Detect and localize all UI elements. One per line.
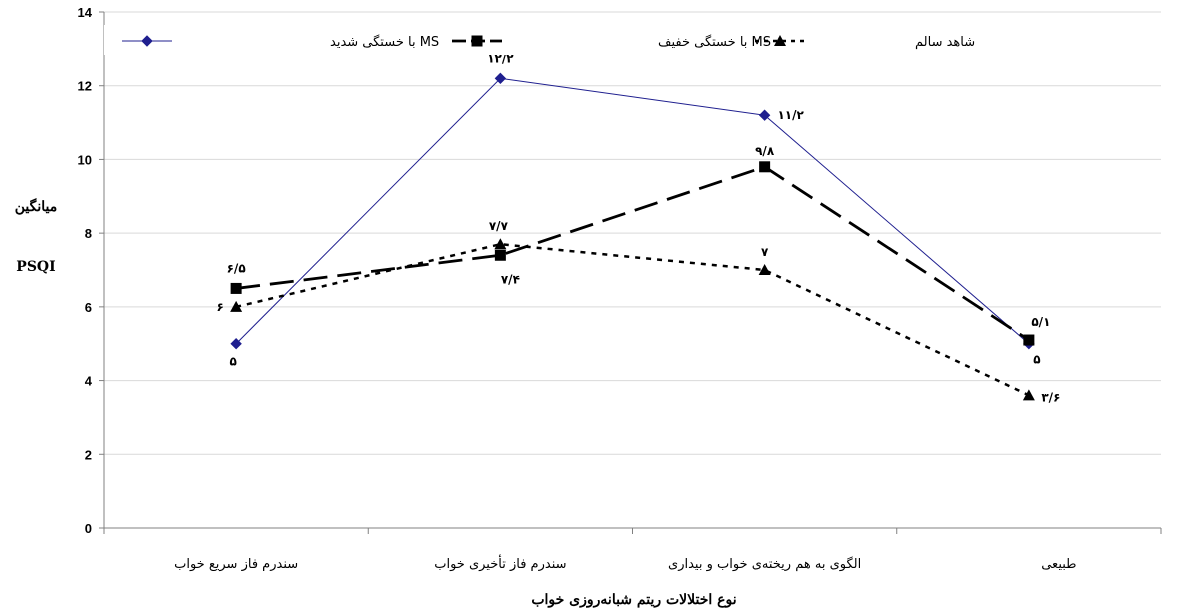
data-point bbox=[494, 72, 507, 85]
gridlines bbox=[104, 11, 1161, 455]
y-axis-unit: PSQI bbox=[16, 259, 55, 275]
y-tick-label: 10 bbox=[78, 152, 92, 167]
legend-marker bbox=[141, 35, 153, 47]
legend-marker bbox=[471, 35, 483, 47]
axes: 0 2 4 6 8 10 12 14 سندرم فاز سریع خواب سندرم فاز … bbox=[15, 5, 1162, 608]
series-line bbox=[235, 242, 1030, 397]
data-point bbox=[1022, 389, 1035, 401]
data-label: ۳/۶ bbox=[1041, 390, 1060, 404]
x-tick-label: سندرم فاز تأخیری خواب bbox=[434, 554, 566, 572]
series-line bbox=[235, 77, 1030, 345]
data-label: ۵/۱ bbox=[1031, 315, 1050, 329]
y-tick-label: 12 bbox=[78, 79, 92, 94]
data-label: ۵ bbox=[229, 355, 236, 369]
data-point bbox=[759, 161, 771, 173]
data-point bbox=[758, 264, 771, 275]
y-tick-label: 2 bbox=[85, 447, 92, 462]
x-tick-label: سندرم فاز سریع خواب bbox=[174, 557, 298, 572]
data-label: ۶ bbox=[216, 300, 223, 314]
data-label: ۱۱/۲ bbox=[777, 108, 804, 122]
data-point bbox=[758, 109, 771, 121]
x-tick-label: الگوی به هم ریخته‌ی خواب و بیداری bbox=[668, 556, 861, 572]
data-label: ۷/۴ bbox=[501, 272, 520, 286]
data-label: ۵ bbox=[1033, 353, 1040, 367]
series-line bbox=[235, 165, 1030, 342]
data-point bbox=[230, 338, 242, 350]
data-label: ۷/۷ bbox=[489, 219, 509, 233]
data-point bbox=[494, 249, 506, 261]
x-tick-label: طبیعی bbox=[1041, 557, 1076, 572]
legend-label: MS با خستگی خفیف bbox=[658, 34, 771, 50]
data-label: ۹/۸ bbox=[755, 144, 775, 158]
y-axis-title: میانگین bbox=[15, 198, 58, 215]
legend-box bbox=[104, 25, 1009, 55]
x-axis-title: نوع اختلالات ریتم شبانه‌روزی خواب bbox=[531, 592, 736, 608]
data-point bbox=[1023, 334, 1035, 346]
legend-label: شاهد سالم bbox=[915, 35, 975, 50]
data-point bbox=[230, 282, 242, 294]
y-tick-label: 0 bbox=[85, 521, 92, 536]
data-label: ۶/۵ bbox=[227, 261, 246, 275]
y-tick-label: 14 bbox=[78, 5, 93, 20]
data-label: ۷ bbox=[761, 245, 769, 259]
y-tick-label: 8 bbox=[85, 226, 92, 241]
y-tick-label: 4 bbox=[85, 374, 93, 389]
data-labels: ۵۱۲/۲۱۱/۲۵۶/۵۷/۴۹/۸۵/۱۶۷/۷۷۳/۶ bbox=[216, 51, 1060, 404]
data-point bbox=[494, 238, 507, 250]
legend: MS با خستگی شدید MS با خستگی خفیف شاهد سال… bbox=[104, 25, 1009, 55]
y-tick-label: 6 bbox=[85, 300, 92, 315]
series-lines bbox=[230, 72, 1035, 401]
legend-marker bbox=[774, 35, 786, 46]
data-point bbox=[230, 300, 243, 312]
legend-label: MS با خستگی شدید bbox=[330, 34, 439, 50]
